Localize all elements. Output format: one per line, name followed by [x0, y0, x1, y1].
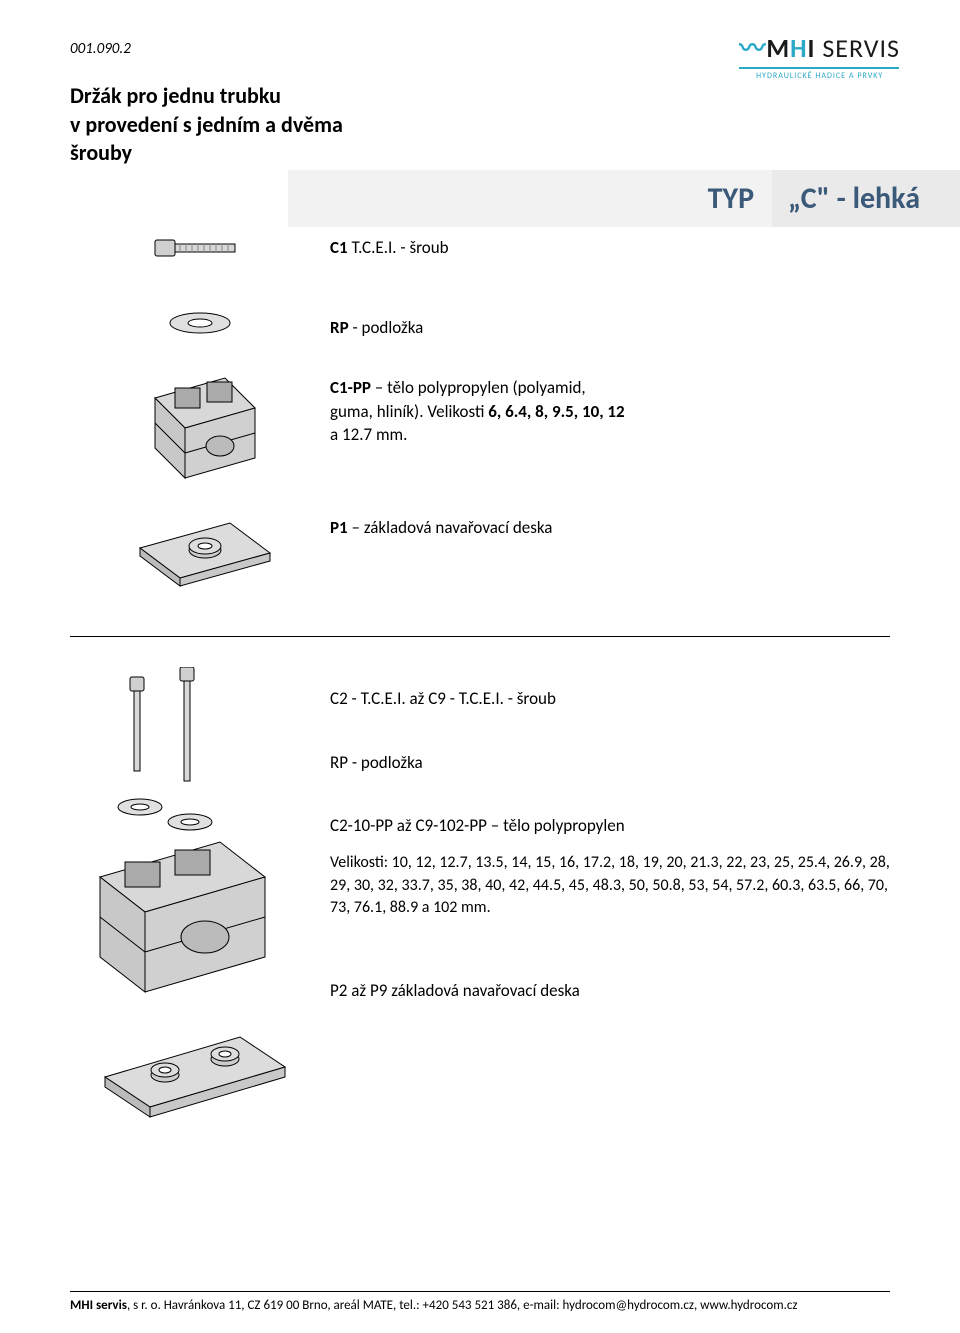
base-plate-icon	[70, 508, 330, 598]
washer-icon	[70, 308, 330, 338]
type-label: TYP	[288, 170, 772, 227]
part-p1-label: P1 – základová navařovací deska	[330, 508, 890, 540]
page-footer: MHI servis, s r. o. Havránkova 11, CZ 61…	[70, 1291, 890, 1313]
type-value: „C" - lehká	[772, 170, 960, 227]
type-banner: TYP „C" - lehká	[288, 170, 960, 227]
part-c1pp-label: C1-PP – tělo polypropylen (polyamid,guma…	[330, 368, 890, 447]
part-c2pp-block: C2-10-PP až C9-102-PP – tělo polypropyle…	[330, 814, 890, 919]
assembly2-illustration	[70, 667, 330, 1162]
part-rp-label: RP - podložka	[330, 308, 890, 340]
part-c1-label: C1 T.C.E.I. - šroub	[330, 228, 890, 260]
part-c2c9-label: C2 - T.C.E.I. až C9 - T.C.E.I. - šroub	[330, 687, 890, 711]
part-p2p9-label: P2 až P9 základová navařovací deska	[330, 979, 890, 1003]
company-logo: 〰MHI SERVIS HYDRAULICKÉ HADICE A PRVKY	[739, 28, 900, 81]
clamp-body-icon	[70, 368, 330, 488]
screw-icon	[70, 228, 330, 268]
part-rp2-label: RP - podložka	[330, 751, 890, 775]
section-divider	[70, 636, 890, 637]
page-title: Držák pro jednu trubku v provedení s jed…	[70, 82, 890, 168]
